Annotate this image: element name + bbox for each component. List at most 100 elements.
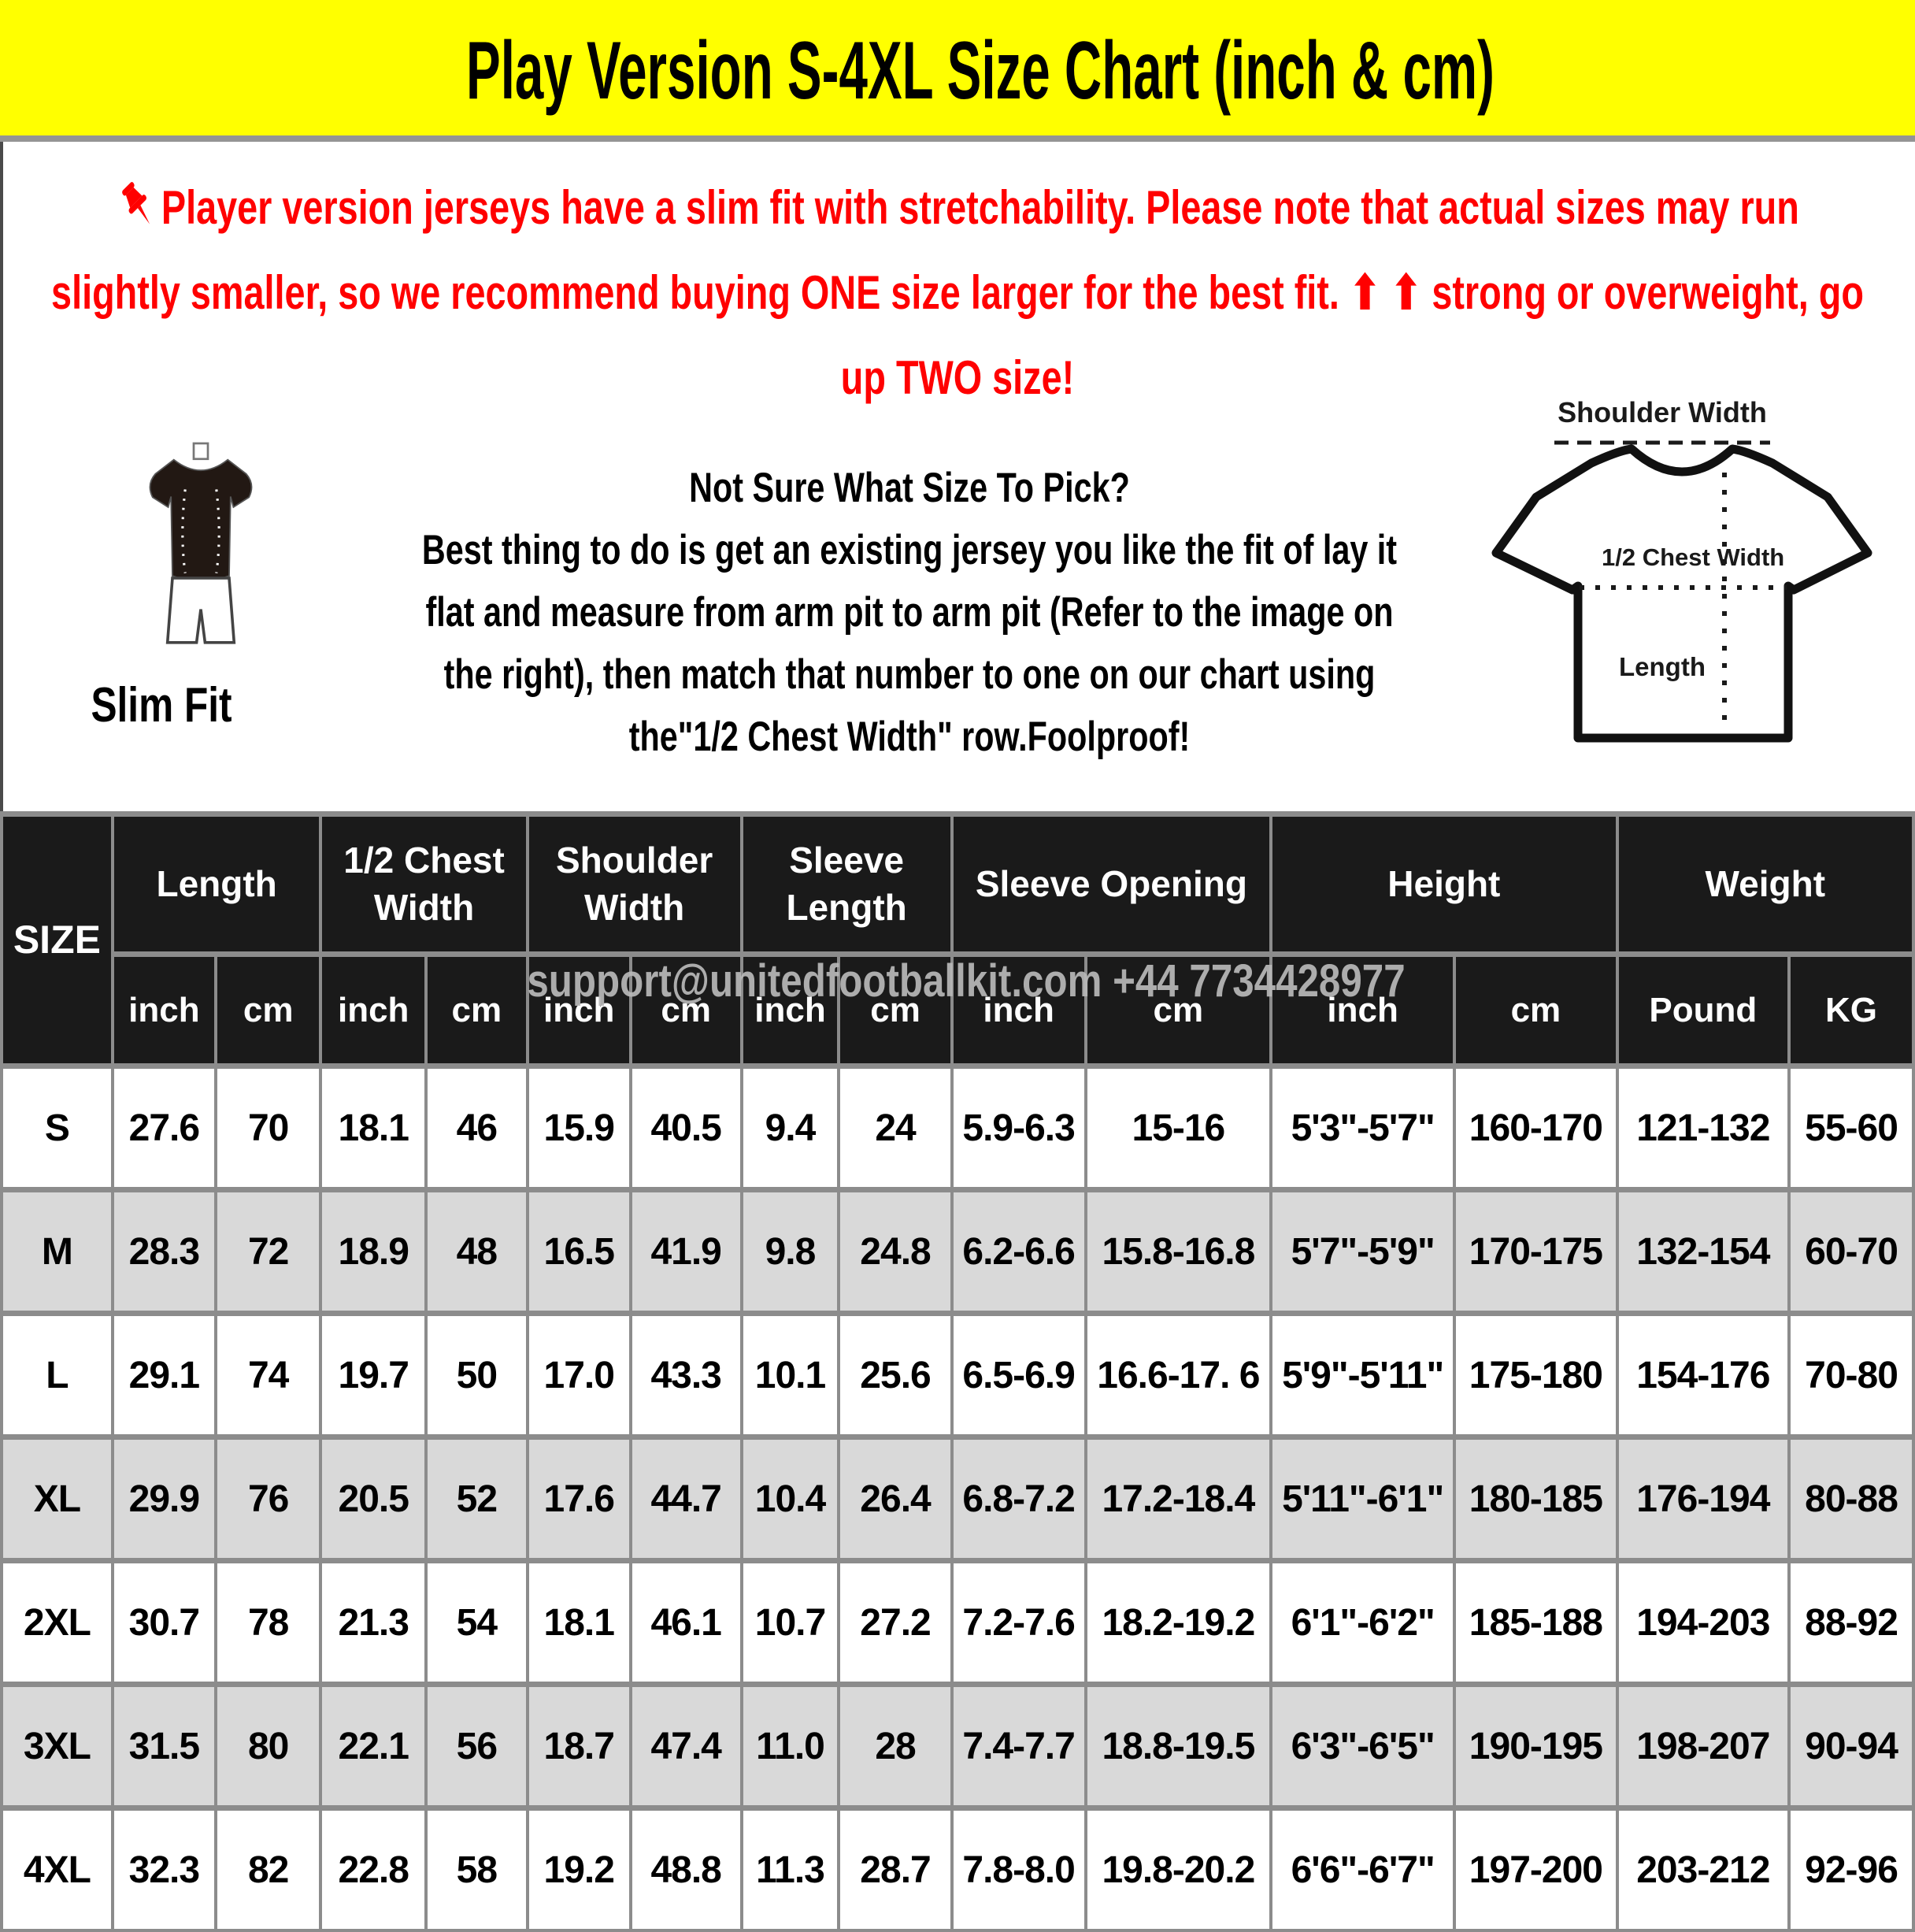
table-cell: 18.9 <box>319 1187 428 1316</box>
diagram-shoulder-label: Shoulder Width <box>1558 396 1767 428</box>
table-cell: 24.8 <box>837 1187 954 1316</box>
table-cell: 5'11"-6'1" <box>1269 1434 1457 1563</box>
table-cell: 180-185 <box>1453 1434 1619 1563</box>
figure-neck <box>192 442 209 461</box>
table-cell: 18.1 <box>319 1063 428 1192</box>
guide-line: flat and measure from arm pit to arm pit… <box>425 589 1394 636</box>
col-header-shoulder: Shoulder Width <box>525 811 743 957</box>
col-header-size: SIZE <box>0 811 114 1069</box>
table-row: 3XL 31.5 80 22.1 56 18.7 47.4 11.0 28 7.4-7.7 18.8… <box>0 1682 1915 1811</box>
table-cell: 58 <box>424 1805 529 1932</box>
row-size-label: L <box>0 1311 114 1440</box>
table-cell: 32.3 <box>110 1805 217 1932</box>
row-size-label: M <box>0 1187 114 1316</box>
table-cell: 6.5-6.9 <box>950 1311 1087 1440</box>
table-cell: 25.6 <box>837 1311 954 1440</box>
unit-header: cm <box>1453 951 1619 1069</box>
table-cell: 5'3"-5'7" <box>1269 1063 1457 1192</box>
table-row: S 27.6 70 18.1 46 15.9 40.5 9.4 24 5.9-6.3 15-16 5'… <box>0 1063 1915 1192</box>
table-cell: 70 <box>213 1063 323 1192</box>
row-size-label: 2XL <box>0 1558 114 1687</box>
table-cell: 92-96 <box>1787 1805 1915 1932</box>
unit-header: inch <box>739 951 841 1069</box>
unit-header: inch <box>950 951 1087 1069</box>
table-row: M 28.3 72 18.9 48 16.5 41.9 9.8 24.8 6.2-6.6 15.8-… <box>0 1187 1915 1316</box>
warning-text-1: Player version jerseys have a slim fit w… <box>161 181 1799 234</box>
table-cell: 80 <box>213 1682 323 1811</box>
table-cell: 198-207 <box>1615 1682 1791 1811</box>
table-row: XL 29.9 76 20.5 52 17.6 44.7 10.4 26.4 6.8-7.2 17.… <box>0 1434 1915 1563</box>
col-header-chest: 1/2 Chest Width <box>319 811 529 957</box>
table-cell: 176-194 <box>1615 1434 1791 1563</box>
row-size-label: XL <box>0 1434 114 1563</box>
unit-header: inch <box>110 951 217 1069</box>
table-cell: 7.8-8.0 <box>950 1805 1087 1932</box>
warning-line-2: slightly smaller, so we recommend buying… <box>51 266 1864 319</box>
unit-header: Pound <box>1615 951 1791 1069</box>
table-cell: 40.5 <box>628 1063 743 1192</box>
table-cell: 41.9 <box>628 1187 743 1316</box>
table-cell: 44.7 <box>628 1434 743 1563</box>
table-cell: 18.1 <box>525 1558 632 1687</box>
size-table: SIZE Length 1/2 Chest Width Shoulder Wid… <box>0 811 1915 1932</box>
size-guide-text: Not Sure What Size To Pick? Best thing t… <box>422 457 1397 768</box>
unit-header: inch <box>525 951 632 1069</box>
table-row: 2XL 30.7 78 21.3 54 18.1 46.1 10.7 27.2 7.2-7.6 18… <box>0 1558 1915 1687</box>
table-cell: 27.6 <box>110 1063 217 1192</box>
warning-line-1: Player version jerseys have a slim fit w… <box>51 165 1864 250</box>
table-cell: 31.5 <box>110 1682 217 1811</box>
table-cell: 15.8-16.8 <box>1083 1187 1273 1316</box>
table-cell: 18.7 <box>525 1682 632 1811</box>
table-cell: 24 <box>837 1063 954 1192</box>
table-cell: 76 <box>213 1434 323 1563</box>
diagram-shirt-outline <box>1491 444 1872 743</box>
table-cell: 160-170 <box>1453 1063 1619 1192</box>
row-size-label: 4XL <box>0 1805 114 1932</box>
table-cell: 190-195 <box>1453 1682 1619 1811</box>
table-cell: 22.8 <box>319 1805 428 1932</box>
table-cell: 6'6"-6'7" <box>1269 1805 1457 1932</box>
guide-heading: Not Sure What Size To Pick? <box>689 465 1130 511</box>
col-header-height: Height <box>1269 811 1619 957</box>
size-table-body: S 27.6 70 18.1 46 15.9 40.5 9.4 24 5.9-6.3 15-16 5'… <box>0 1063 1915 1932</box>
table-cell: 197-200 <box>1453 1805 1619 1932</box>
table-cell: 9.8 <box>739 1187 841 1316</box>
page-title: Play Version S-4XL Size Chart (inch & cm… <box>466 25 1495 117</box>
table-cell: 6'3"-6'5" <box>1269 1682 1457 1811</box>
table-cell: 6.8-7.2 <box>950 1434 1087 1563</box>
table-cell: 203-212 <box>1615 1805 1791 1932</box>
table-cell: 15-16 <box>1083 1063 1273 1192</box>
table-cell: 175-180 <box>1453 1311 1619 1440</box>
table-cell: 20.5 <box>319 1434 428 1563</box>
table-cell: 80-88 <box>1787 1434 1915 1563</box>
table-cell: 18.8-19.5 <box>1083 1682 1273 1811</box>
table-cell: 5'7"-5'9" <box>1269 1187 1457 1316</box>
table-cell: 194-203 <box>1615 1558 1791 1687</box>
table-cell: 121-132 <box>1615 1063 1791 1192</box>
table-cell: 17.0 <box>525 1311 632 1440</box>
col-header-weight: Weight <box>1615 811 1915 957</box>
table-cell: 72 <box>213 1187 323 1316</box>
figure-shirt <box>149 458 253 582</box>
table-cell: 56 <box>424 1682 529 1811</box>
table-cell: 28 <box>837 1682 954 1811</box>
table-cell: 185-188 <box>1453 1558 1619 1687</box>
col-header-sleeve-length: Sleeve Length <box>739 811 954 957</box>
table-cell: 78 <box>213 1558 323 1687</box>
table-cell: 10.4 <box>739 1434 841 1563</box>
figure-shorts <box>165 577 236 644</box>
table-cell: 50 <box>424 1311 529 1440</box>
col-header-length: Length <box>110 811 323 957</box>
unit-header: inch <box>319 951 428 1069</box>
table-cell: 19.8-20.2 <box>1083 1805 1273 1932</box>
table-row: 4XL 32.3 82 22.8 58 19.2 48.8 11.3 28.7 7.8-8.0 19… <box>0 1805 1915 1932</box>
slim-fit-figure <box>130 429 272 669</box>
table-cell: 54 <box>424 1558 529 1687</box>
table-cell: 88-92 <box>1787 1558 1915 1687</box>
table-row: L 29.1 74 19.7 50 17.0 43.3 10.1 25.6 6.5-6.9 16.6… <box>0 1311 1915 1440</box>
unit-header: cm <box>837 951 954 1069</box>
table-cell: 17.2-18.4 <box>1083 1434 1273 1563</box>
table-cell: 29.9 <box>110 1434 217 1563</box>
table-cell: 6.2-6.6 <box>950 1187 1087 1316</box>
